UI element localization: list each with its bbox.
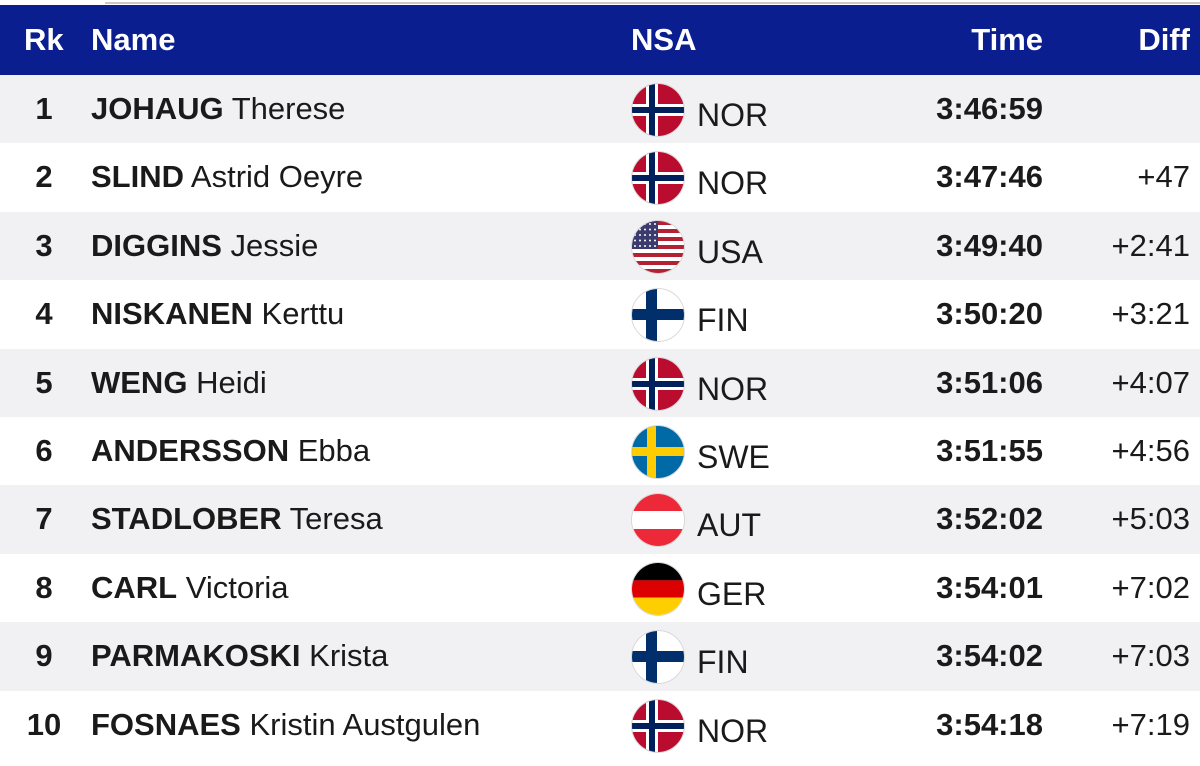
norway-flag-icon bbox=[632, 699, 684, 752]
athlete-surname: CARL bbox=[91, 569, 178, 605]
rank-cell: 7 bbox=[35, 501, 53, 537]
nsa-code: NOR bbox=[697, 370, 769, 407]
norway-flag-icon bbox=[632, 84, 684, 136]
nsa-code: NOR bbox=[697, 165, 769, 202]
time-cell: 3:50:20 bbox=[936, 296, 1043, 332]
table-row: 3 DIGGINS Jessie USA 3:49:40 +2:41 bbox=[0, 211, 1200, 281]
athlete-firstname: Therese bbox=[231, 91, 346, 126]
time-cell: 3:51:06 bbox=[936, 364, 1043, 400]
table-row: 6 ANDERSSON Ebba SWE 3:51:55 +4:56 bbox=[0, 417, 1200, 486]
table-row: 8 CARL Victoria GER 3:54:01 +7:02 bbox=[0, 553, 1200, 623]
nsa-code: USA bbox=[697, 233, 763, 270]
nsa-code: NOR bbox=[697, 712, 769, 749]
athlete-surname: SLIND bbox=[91, 159, 184, 195]
rank-cell: 4 bbox=[35, 296, 53, 332]
athlete-name-link[interactable]: DIGGINS Jessie bbox=[91, 212, 318, 280]
header-time: Time bbox=[971, 22, 1043, 57]
header-diff: Diff bbox=[1138, 22, 1190, 57]
diff-cell: +2:41 bbox=[1111, 227, 1190, 263]
athlete-surname: NISKANEN bbox=[91, 296, 253, 332]
germany-flag-icon bbox=[632, 562, 684, 615]
time-cell: 3:46:59 bbox=[936, 91, 1043, 126]
time-cell: 3:52:02 bbox=[936, 501, 1043, 537]
nsa-code: AUT bbox=[697, 507, 761, 544]
header-name: Name bbox=[91, 22, 176, 57]
table-row: 7 STADLOBER Teresa AUT 3:52:02 +5:03 bbox=[0, 485, 1200, 554]
diff-cell: +3:21 bbox=[1111, 296, 1190, 332]
finland-flag-icon bbox=[632, 631, 684, 684]
athlete-name-link[interactable]: WENG Heidi bbox=[91, 349, 267, 417]
athlete-firstname: Heidi bbox=[196, 364, 267, 400]
norway-flag-icon bbox=[632, 152, 684, 205]
table-row: 1 JOHAUG Therese NOR 3:46:59 bbox=[0, 75, 1200, 144]
athlete-firstname: Jessie bbox=[230, 227, 319, 263]
table-row: 4 NISKANEN Kerttu FIN 3:50:20 +3:21 bbox=[0, 280, 1200, 349]
time-cell: 3:47:46 bbox=[936, 159, 1043, 195]
sweden-flag-icon bbox=[632, 426, 684, 478]
rank-cell: 1 bbox=[35, 91, 53, 126]
athlete-firstname: Astrid Oeyre bbox=[190, 159, 364, 195]
rank-cell: 6 bbox=[35, 433, 53, 468]
diff-cell: +7:03 bbox=[1111, 638, 1190, 674]
austria-flag-icon bbox=[632, 494, 684, 547]
finland-flag-icon bbox=[632, 289, 684, 342]
athlete-surname: ANDERSSON bbox=[91, 433, 290, 468]
norway-flag-icon bbox=[632, 357, 684, 410]
header-rank: Rk bbox=[24, 22, 64, 57]
time-cell: 3:54:02 bbox=[936, 638, 1043, 674]
athlete-firstname: Kerttu bbox=[261, 296, 345, 332]
athlete-surname: DIGGINS bbox=[91, 227, 222, 263]
table-row: 10 FOSNAES Kristin Austgulen NOR 3:54:18 +7:… bbox=[0, 690, 1200, 759]
time-cell: 3:51:55 bbox=[936, 433, 1043, 468]
athlete-name-link[interactable]: JOHAUG Therese bbox=[91, 75, 345, 143]
table-row: 5 WENG Heidi NOR 3:51:06 +4:07 bbox=[0, 348, 1200, 417]
athlete-surname: WENG bbox=[91, 364, 188, 400]
nsa-code: SWE bbox=[697, 439, 770, 475]
athlete-surname: JOHAUG bbox=[91, 91, 224, 126]
athlete-name-link[interactable]: SLIND Astrid Oeyre bbox=[91, 143, 363, 211]
athlete-firstname: Teresa bbox=[289, 501, 383, 537]
athlete-firstname: Victoria bbox=[185, 569, 289, 605]
rank-cell: 5 bbox=[35, 364, 53, 400]
time-cell: 3:54:01 bbox=[936, 569, 1043, 605]
header-nsa: NSA bbox=[631, 22, 697, 57]
athlete-firstname: Kristin Austgulen bbox=[249, 706, 481, 742]
athlete-name-link[interactable]: NISKANEN Kerttu bbox=[91, 280, 344, 348]
table-row: 9 PARMAKOSKI Krista FIN 3:54:02 +7:03 bbox=[0, 622, 1200, 691]
athlete-name-link[interactable]: PARMAKOSKI Krista bbox=[91, 622, 388, 690]
table-row: 2 SLIND Astrid Oeyre NOR 3:47:46 +47 bbox=[0, 143, 1200, 212]
diff-cell: +7:19 bbox=[1111, 706, 1190, 742]
diff-cell: +47 bbox=[1137, 159, 1190, 195]
table-header: Rk Name NSA Time Diff bbox=[0, 5, 1200, 75]
nsa-code: FIN bbox=[697, 302, 749, 339]
diff-cell: +4:07 bbox=[1111, 364, 1190, 400]
athlete-name-link[interactable]: STADLOBER Teresa bbox=[91, 485, 383, 553]
nsa-code: FIN bbox=[697, 644, 749, 681]
diff-cell: +5:03 bbox=[1111, 501, 1190, 537]
top-border bbox=[0, 0, 1200, 5]
athlete-firstname: Krista bbox=[309, 638, 389, 674]
rank-cell: 2 bbox=[35, 159, 53, 195]
athlete-firstname: Ebba bbox=[297, 433, 371, 468]
rank-cell: 8 bbox=[35, 569, 53, 605]
athlete-name-link[interactable]: ANDERSSON Ebba bbox=[91, 417, 370, 485]
nsa-code: GER bbox=[697, 575, 767, 612]
athlete-surname: STADLOBER bbox=[91, 501, 282, 537]
rank-cell: 3 bbox=[35, 227, 53, 263]
rank-cell: 9 bbox=[35, 638, 53, 674]
nsa-code: NOR bbox=[697, 97, 769, 133]
diff-cell: +4:56 bbox=[1111, 433, 1190, 468]
athlete-name-link[interactable]: FOSNAES Kristin Austgulen bbox=[91, 691, 480, 759]
time-cell: 3:54:18 bbox=[936, 706, 1043, 742]
rank-cell: 10 bbox=[26, 706, 62, 742]
diff-cell: +7:02 bbox=[1111, 569, 1190, 605]
time-cell: 3:49:40 bbox=[936, 227, 1043, 263]
usa-flag-icon bbox=[632, 220, 684, 273]
athlete-surname: FOSNAES bbox=[91, 706, 241, 742]
athlete-surname: PARMAKOSKI bbox=[91, 638, 301, 674]
athlete-name-link[interactable]: CARL Victoria bbox=[91, 554, 289, 622]
